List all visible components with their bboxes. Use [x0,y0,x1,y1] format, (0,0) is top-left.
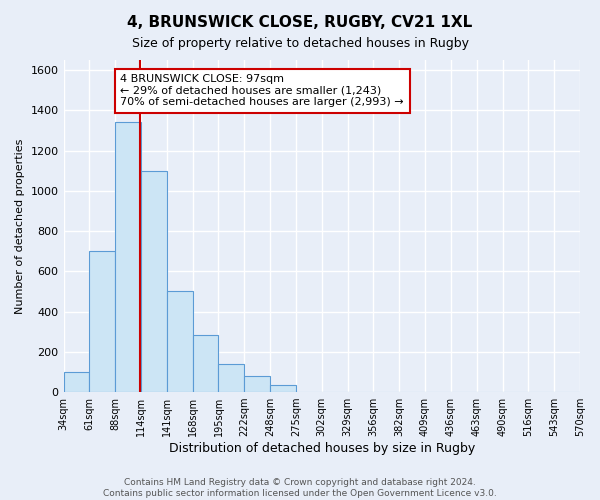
Bar [193,334,218,392]
Text: Contains HM Land Registry data © Crown copyright and database right 2024.
Contai: Contains HM Land Registry data © Crown c… [103,478,497,498]
Bar [244,376,270,392]
Bar [89,251,115,392]
Text: Size of property relative to detached houses in Rugby: Size of property relative to detached ho… [131,38,469,51]
Y-axis label: Number of detached properties: Number of detached properties [15,138,25,314]
X-axis label: Distribution of detached houses by size in Rugby: Distribution of detached houses by size … [169,442,475,455]
Text: 4 BRUNSWICK CLOSE: 97sqm
← 29% of detached houses are smaller (1,243)
70% of sem: 4 BRUNSWICK CLOSE: 97sqm ← 29% of detach… [121,74,404,108]
Bar [141,170,167,392]
Bar [218,364,244,392]
Bar [270,385,296,392]
Bar [167,292,193,392]
Text: 4, BRUNSWICK CLOSE, RUGBY, CV21 1XL: 4, BRUNSWICK CLOSE, RUGBY, CV21 1XL [127,15,473,30]
Bar [64,372,89,392]
Bar [115,122,141,392]
